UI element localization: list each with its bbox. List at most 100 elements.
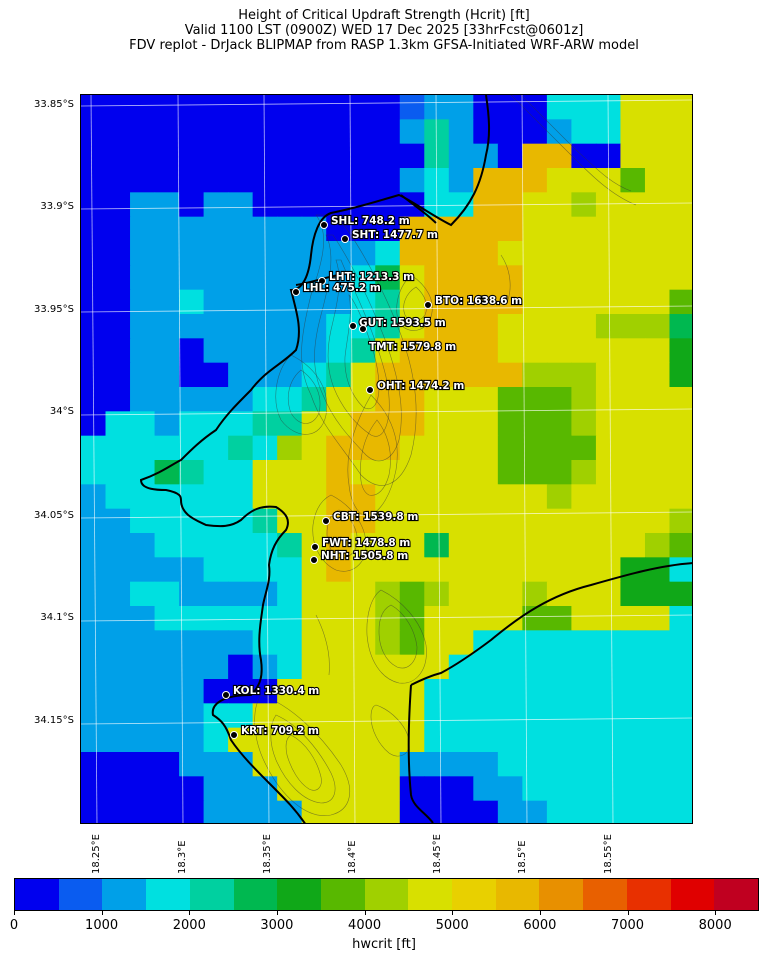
raster-cell: [522, 314, 548, 339]
raster-cell: [252, 119, 278, 145]
lat-tick-label: 33.95°S: [34, 304, 74, 315]
raster-cell: [105, 800, 131, 823]
station-lhl-marker[interactable]: [292, 288, 300, 296]
colorbar-swatch: [408, 879, 453, 910]
raster-cell: [154, 289, 180, 315]
raster-cell: [154, 95, 180, 120]
raster-cell: [497, 387, 523, 412]
raster-cell: [350, 168, 376, 193]
raster-cell: [154, 168, 180, 193]
raster-cell: [228, 435, 254, 461]
raster-cell: [424, 557, 450, 583]
station-sht-marker[interactable]: [341, 235, 349, 243]
station-oht-marker[interactable]: [366, 386, 374, 394]
station-kol-marker[interactable]: [222, 691, 230, 699]
raster-cell: [228, 265, 254, 291]
raster-cell: [277, 800, 303, 823]
station-fwt-marker[interactable]: [311, 543, 319, 551]
raster-cell: [105, 143, 131, 169]
raster-cell: [203, 752, 229, 777]
raster-cell: [522, 557, 548, 583]
colorbar-swatch: [277, 879, 321, 910]
station-lht-marker[interactable]: [318, 277, 326, 285]
raster-cell: [350, 533, 376, 558]
raster-cell: [375, 654, 401, 680]
raster-cell: [644, 484, 671, 510]
raster-cell: [252, 630, 278, 656]
raster-cell: [644, 800, 671, 823]
raster-cell: [546, 289, 572, 315]
raster-cell: [571, 727, 597, 753]
raster-cell: [448, 800, 474, 823]
raster-cell: [644, 435, 671, 461]
station-shl-marker[interactable]: [320, 221, 328, 229]
raster-cell: [154, 557, 180, 583]
station-gut-marker[interactable]: [349, 322, 357, 330]
raster-cell: [644, 606, 671, 631]
station-nht-marker[interactable]: [310, 556, 318, 564]
raster-cell: [571, 508, 597, 534]
raster-cell: [424, 314, 450, 339]
raster-cell: [669, 338, 692, 364]
raster-cell: [399, 800, 425, 823]
raster-cell: [620, 435, 646, 461]
raster-cell: [375, 533, 401, 558]
raster-cell: [375, 508, 401, 534]
raster-cell: [571, 265, 597, 291]
raster-cell: [350, 411, 376, 437]
raster-cell: [448, 435, 474, 461]
station-shl-label: SHL: 748.2 m: [331, 215, 410, 227]
chart-source: FDV replot - DrJack BLIPMAP from RASP 1.…: [129, 38, 639, 53]
station-cbt-marker[interactable]: [322, 517, 330, 525]
raster-cell: [424, 338, 450, 364]
raster-cell: [620, 265, 646, 291]
raster-cell: [81, 168, 107, 193]
raster-cell: [301, 654, 327, 680]
raster-cell: [546, 338, 572, 364]
raster-cell: [326, 557, 352, 583]
raster-cell: [105, 265, 131, 291]
raster-cell: [252, 143, 278, 169]
raster-cell: [203, 800, 229, 823]
station-krt-marker[interactable]: [230, 731, 238, 739]
lat-tick-label: 34°S: [49, 406, 74, 417]
raster-cell: [669, 557, 692, 583]
raster-cell: [644, 654, 671, 680]
raster-cell: [473, 508, 499, 534]
raster-cell: [571, 654, 597, 680]
raster-cell: [571, 776, 597, 802]
raster-cell: [81, 314, 107, 339]
raster-cell: [546, 168, 572, 193]
raster-cell: [326, 289, 352, 315]
raster-cell: [522, 411, 548, 437]
raster-cell: [571, 314, 597, 339]
raster-cell: [277, 143, 303, 169]
raster-cell: [179, 119, 205, 145]
raster-cell: [522, 265, 548, 291]
raster-cell: [179, 606, 205, 631]
raster-cell: [497, 679, 523, 704]
raster-cell: [595, 484, 622, 510]
raster-cell: [620, 362, 646, 388]
map-panel[interactable]: SHL: 748.2 m SHT: 1477.7 m LHT: 1213.3 m LH…: [80, 94, 693, 824]
raster-cell: [301, 143, 327, 169]
raster-cell: [424, 752, 450, 777]
raster-cell: [130, 289, 156, 315]
raster-cell: [105, 484, 131, 510]
raster-cell: [669, 362, 692, 388]
raster-cell: [473, 314, 499, 339]
raster-cell: [571, 630, 597, 656]
station-tmt-marker[interactable]: [359, 325, 367, 333]
raster-cell: [130, 727, 156, 753]
raster-cell: [203, 581, 229, 607]
raster-cell: [375, 411, 401, 437]
raster-cell: [326, 776, 352, 802]
raster-cell: [424, 411, 450, 437]
raster-cell: [105, 119, 131, 145]
raster-cell: [130, 606, 156, 631]
raster-cell: [203, 533, 229, 558]
colorbar-tick-label: 8000: [698, 918, 732, 933]
raster-cell: [203, 557, 229, 583]
raster-cell: [326, 654, 352, 680]
station-bto-marker[interactable]: [424, 301, 432, 309]
